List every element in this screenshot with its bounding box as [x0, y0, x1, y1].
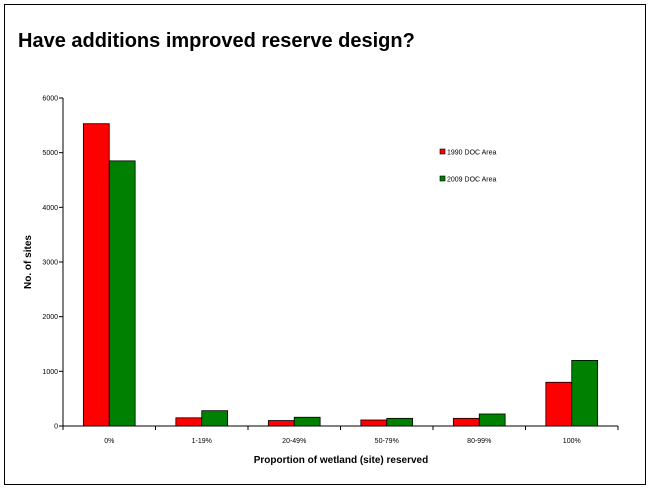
x-axis: 0% 1-19% 20-49% 50-79% 80-99% 100% [62, 425, 619, 445]
x-tick-label: 0% [104, 438, 114, 445]
bar [267, 420, 295, 427]
legend-swatch [439, 148, 446, 155]
y-tick-label: 6000 [42, 96, 58, 103]
bar [201, 410, 229, 427]
x-tick-label: 1-19% [192, 438, 212, 445]
bar [175, 417, 203, 427]
x-tick-label: 20-49% [282, 438, 306, 445]
y-tick-label: 2000 [42, 314, 58, 321]
legend-label: 1990 DOC Area [447, 150, 497, 157]
y-axis: 0 1000 2000 3000 4000 5000 6000 [42, 96, 64, 431]
bar [545, 381, 573, 427]
y-tick-label: 4000 [42, 205, 58, 212]
legend-swatch [439, 175, 446, 182]
y-tick-label: 5000 [42, 150, 58, 157]
x-axis-label: Proportion of wetland (site) reserved [254, 455, 428, 466]
bar [386, 417, 414, 427]
legend: 1990 DOC Area 2009 DOC Area [439, 148, 497, 184]
legend-label: 2009 DOC Area [447, 177, 497, 184]
bar [478, 413, 506, 427]
slide-title: Have additions improved reserve design? [18, 30, 415, 52]
y-tick-label: 1000 [42, 369, 58, 376]
bar [571, 359, 599, 427]
x-tick-label: 50-79% [375, 438, 399, 445]
bar [293, 416, 321, 427]
x-tick-label: 80-99% [467, 438, 491, 445]
y-tick-label: 0 [54, 424, 58, 431]
x-tick-label: 100% [563, 438, 581, 445]
y-axis-label: No. of sites [23, 235, 34, 289]
bar [360, 419, 388, 427]
bar [452, 417, 480, 427]
bars [82, 123, 599, 427]
y-tick-label: 3000 [42, 260, 58, 267]
bar [82, 123, 110, 427]
bar [108, 160, 136, 427]
